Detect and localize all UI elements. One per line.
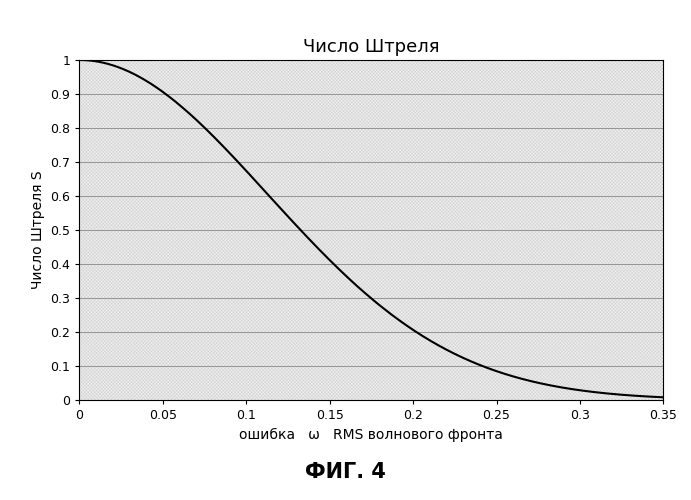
Text: ФИГ. 4: ФИГ. 4 (305, 462, 386, 482)
Title: Число Штреля: Число Штреля (303, 38, 439, 56)
Y-axis label: Число Штреля S: Число Штреля S (31, 170, 45, 290)
X-axis label: ошибка   ω   RMS волнового фронта: ошибка ω RMS волнового фронта (240, 428, 503, 442)
